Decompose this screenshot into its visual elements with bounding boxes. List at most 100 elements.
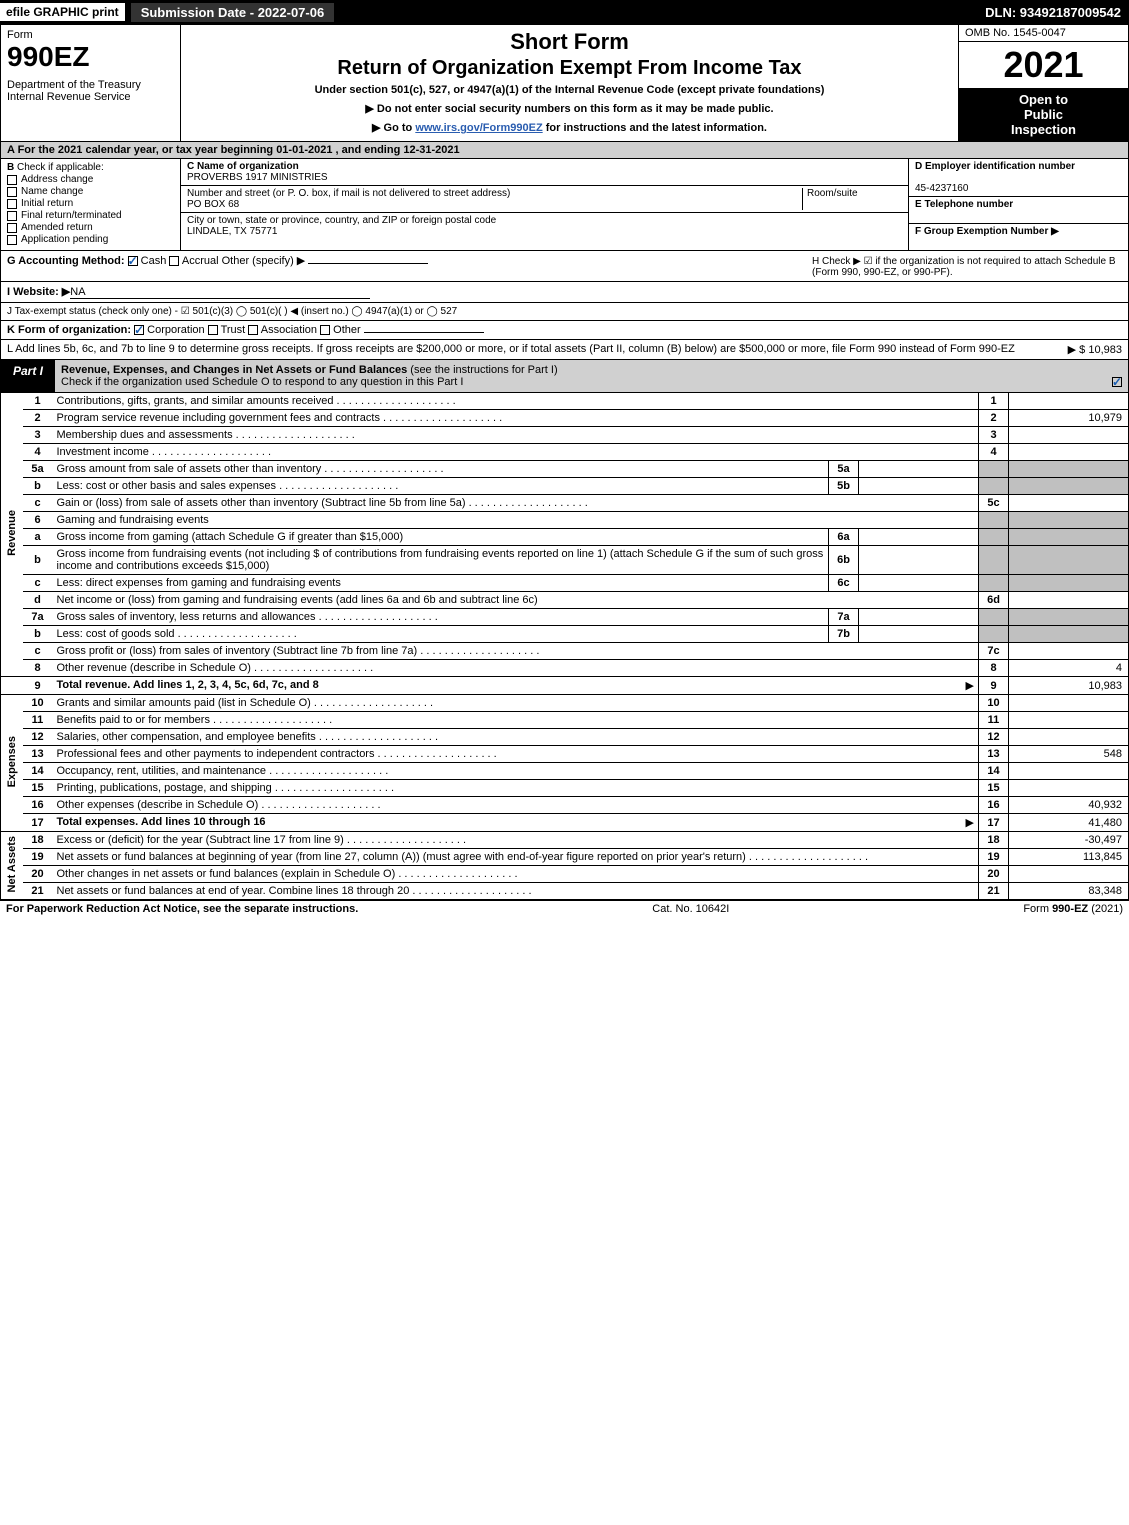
line2-text: Program service revenue including govern… [53, 410, 979, 427]
chk-final-return[interactable]: Final return/terminated [7, 210, 174, 221]
c-name-row: C Name of organization PROVERBS 1917 MIN… [181, 159, 908, 186]
ln16: 16 [23, 797, 53, 814]
chk-initial-return[interactable]: Initial return [7, 198, 174, 209]
sub7b: 7b [829, 626, 859, 643]
chk-trust[interactable] [208, 325, 218, 335]
title1: Short Form [187, 29, 952, 55]
amt17: 41,480 [1009, 814, 1129, 832]
line3-text: Membership dues and assessments [53, 427, 979, 444]
sub6c: 6c [829, 575, 859, 592]
other-specify[interactable] [308, 263, 428, 264]
ln19: 19 [23, 849, 53, 866]
ln14: 14 [23, 763, 53, 780]
sub5a: 5a [829, 461, 859, 478]
line6-text: Gaming and fundraising events [53, 512, 979, 529]
header-left: Form 990EZ Department of the Treasury In… [1, 25, 181, 141]
irs-link[interactable]: www.irs.gov/Form990EZ [415, 122, 542, 134]
omb-number: OMB No. 1545-0047 [959, 25, 1128, 42]
chk-association[interactable] [248, 325, 258, 335]
part1-table: Revenue 1Contributions, gifts, grants, a… [0, 393, 1129, 900]
line14-text: Occupancy, rent, utilities, and maintena… [53, 763, 979, 780]
ln15: 15 [23, 780, 53, 797]
amt6c [1009, 575, 1129, 592]
lnr7b [979, 626, 1009, 643]
b-text: Check if applicable: [17, 162, 104, 173]
dln: DLN: 93492187009542 [985, 5, 1129, 20]
line7a-text: Gross sales of inventory, less returns a… [53, 609, 829, 626]
line18-text: Excess or (deficit) for the year (Subtra… [53, 832, 979, 849]
lnr21: 21 [979, 883, 1009, 900]
chk-name-change[interactable]: Name change [7, 186, 174, 197]
lnr20: 20 [979, 866, 1009, 883]
line6c-text: Less: direct expenses from gaming and fu… [53, 575, 829, 592]
line-k: K Form of organization: Corporation Trus… [0, 321, 1129, 340]
line13-text: Professional fees and other payments to … [53, 746, 979, 763]
ln5a: 5a [23, 461, 53, 478]
amt13: 548 [1009, 746, 1129, 763]
revenue-side-label: Revenue [1, 393, 23, 677]
ln7b: b [23, 626, 53, 643]
lnr13: 13 [979, 746, 1009, 763]
lnr8: 8 [979, 660, 1009, 677]
line17-text: Total expenses. Add lines 10 through 16 … [53, 814, 979, 832]
c-city-row: City or town, state or province, country… [181, 213, 908, 239]
footer-left: For Paperwork Reduction Act Notice, see … [6, 903, 358, 915]
warn2-pre: ▶ Go to [372, 122, 415, 134]
chk-application-pending[interactable]: Application pending [7, 234, 174, 245]
line10-text: Grants and similar amounts paid (list in… [53, 695, 979, 712]
lnr4: 4 [979, 444, 1009, 461]
line7b-text: Less: cost of goods sold [53, 626, 829, 643]
ln20: 20 [23, 866, 53, 883]
line-i: I Website: ▶NA [0, 282, 1129, 303]
line6d-text: Net income or (loss) from gaming and fun… [53, 592, 979, 609]
amt6d [1009, 592, 1129, 609]
room-label: Room/suite [807, 188, 858, 199]
ln1: 1 [23, 393, 53, 410]
other-org-input[interactable] [364, 332, 484, 333]
amt9: 10,983 [1009, 677, 1129, 695]
ln6a: a [23, 529, 53, 546]
subamt5a [859, 461, 979, 478]
ln12: 12 [23, 729, 53, 746]
line5a-text: Gross amount from sale of assets other t… [53, 461, 829, 478]
ln6d: d [23, 592, 53, 609]
line9-text: Total revenue. Add lines 1, 2, 3, 4, 5c,… [53, 677, 979, 695]
part1-desc: Revenue, Expenses, and Changes in Net As… [55, 360, 1128, 392]
warning1: ▶ Do not enter social security numbers o… [187, 102, 952, 115]
line-a: A For the 2021 calendar year, or tax yea… [0, 142, 1129, 159]
amt8: 4 [1009, 660, 1129, 677]
ln5b: b [23, 478, 53, 495]
amt5c [1009, 495, 1129, 512]
chk-schedule-o[interactable] [1112, 377, 1122, 387]
header-right: OMB No. 1545-0047 2021 Open to Public In… [958, 25, 1128, 141]
chk-accrual[interactable] [169, 256, 179, 266]
amt5a [1009, 461, 1129, 478]
warning2: ▶ Go to www.irs.gov/Form990EZ for instru… [187, 121, 952, 134]
chk-cash[interactable] [128, 256, 138, 266]
part1-title-suffix: (see the instructions for Part I) [407, 364, 557, 376]
open-to-public: Open to Public Inspection [959, 88, 1128, 141]
sub5b: 5b [829, 478, 859, 495]
ln8: 8 [23, 660, 53, 677]
amt1 [1009, 393, 1129, 410]
amt2: 10,979 [1009, 410, 1129, 427]
ln3: 3 [23, 427, 53, 444]
lnr6d: 6d [979, 592, 1009, 609]
chk-amended-return[interactable]: Amended return [7, 222, 174, 233]
ln2: 2 [23, 410, 53, 427]
chk-other-org[interactable] [320, 325, 330, 335]
ln18: 18 [23, 832, 53, 849]
part1-title: Revenue, Expenses, and Changes in Net As… [61, 364, 407, 376]
amt7b [1009, 626, 1129, 643]
line5b-text: Less: cost or other basis and sales expe… [53, 478, 829, 495]
footer-center: Cat. No. 10642I [652, 903, 729, 915]
ln7a: 7a [23, 609, 53, 626]
chk-address-change[interactable]: Address change [7, 174, 174, 185]
part1-check-text: Check if the organization used Schedule … [61, 376, 463, 388]
lnr15: 15 [979, 780, 1009, 797]
lnr5b [979, 478, 1009, 495]
subamt6a [859, 529, 979, 546]
chk-corporation[interactable] [134, 325, 144, 335]
ln13: 13 [23, 746, 53, 763]
e-tel-row: E Telephone number [909, 197, 1128, 224]
